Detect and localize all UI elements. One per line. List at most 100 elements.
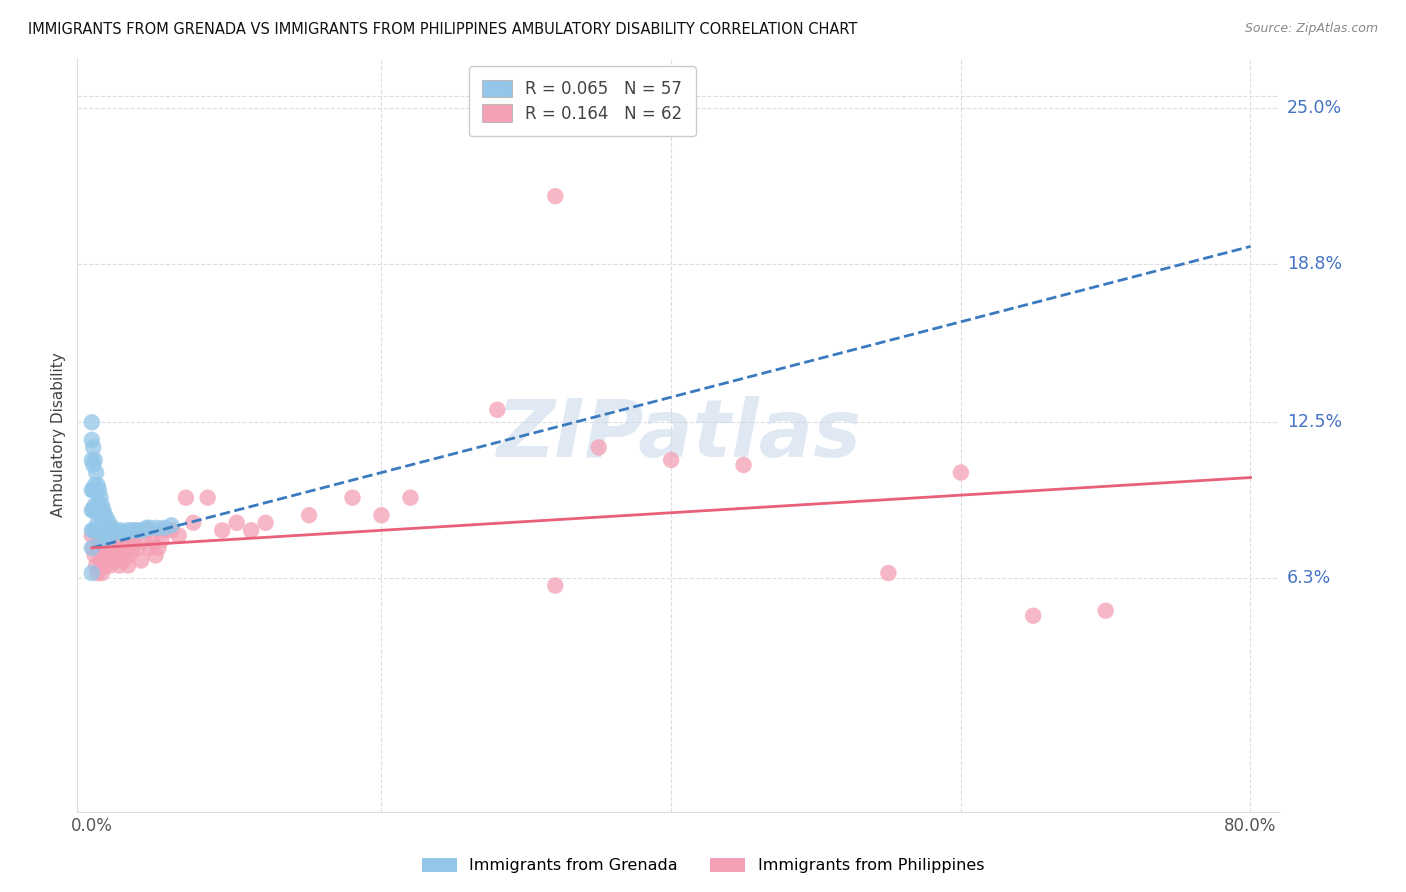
Point xyxy=(96,510,118,524)
Point xyxy=(135,521,157,535)
Point xyxy=(82,503,104,517)
Point xyxy=(89,491,111,505)
Point xyxy=(96,524,118,538)
Point xyxy=(114,549,136,563)
Point xyxy=(94,558,117,573)
Point xyxy=(84,558,107,573)
Point xyxy=(160,518,183,533)
Point xyxy=(80,541,103,555)
Point xyxy=(91,498,114,512)
Point xyxy=(86,498,108,512)
Point xyxy=(107,549,129,563)
Point xyxy=(84,466,107,480)
Point xyxy=(80,566,103,580)
Point xyxy=(93,521,115,535)
Text: ZIPatlas: ZIPatlas xyxy=(496,396,860,474)
Point xyxy=(121,524,143,538)
Point xyxy=(86,566,108,580)
Point xyxy=(181,516,204,530)
Point xyxy=(94,528,117,542)
Point xyxy=(153,524,176,538)
Point xyxy=(131,524,153,538)
Point xyxy=(80,415,103,429)
Point xyxy=(98,528,121,542)
Point xyxy=(83,453,105,467)
Legend: R = 0.065   N = 57, R = 0.164   N = 62: R = 0.065 N = 57, R = 0.164 N = 62 xyxy=(468,66,696,136)
Point xyxy=(254,516,277,530)
Point xyxy=(124,528,146,542)
Point xyxy=(84,483,107,497)
Point xyxy=(97,528,120,542)
Point xyxy=(80,503,103,517)
Point xyxy=(127,541,149,555)
Point xyxy=(96,533,118,548)
Point xyxy=(96,541,118,555)
Point xyxy=(103,524,125,538)
Point xyxy=(197,491,219,505)
Point xyxy=(112,525,135,540)
Point xyxy=(89,553,111,567)
Legend: Immigrants from Grenada, Immigrants from Philippines: Immigrants from Grenada, Immigrants from… xyxy=(415,851,991,880)
Point xyxy=(139,541,162,555)
Text: 25.0%: 25.0% xyxy=(1286,99,1341,117)
Point xyxy=(110,524,132,538)
Point xyxy=(225,516,247,530)
Text: 12.5%: 12.5% xyxy=(1286,413,1341,432)
Point xyxy=(150,533,173,548)
Point xyxy=(98,516,121,530)
Point xyxy=(83,549,105,563)
Point xyxy=(91,533,114,548)
Point xyxy=(298,508,321,523)
Point xyxy=(949,466,972,480)
Point xyxy=(1094,604,1116,618)
Point xyxy=(139,521,162,535)
Point xyxy=(84,524,107,538)
Point xyxy=(659,453,682,467)
Point xyxy=(142,533,165,548)
Point xyxy=(117,524,139,538)
Point xyxy=(91,516,114,530)
Y-axis label: Ambulatory Disability: Ambulatory Disability xyxy=(51,352,66,517)
Point xyxy=(87,503,110,517)
Point xyxy=(89,508,111,523)
Point xyxy=(153,521,176,535)
Point xyxy=(877,566,900,580)
Point xyxy=(103,524,125,538)
Point xyxy=(101,533,124,548)
Point xyxy=(104,524,127,538)
Point xyxy=(588,441,610,455)
Point xyxy=(160,524,183,538)
Point xyxy=(83,478,105,492)
Text: 6.3%: 6.3% xyxy=(1286,569,1331,587)
Point xyxy=(167,528,190,542)
Point xyxy=(145,549,167,563)
Point xyxy=(82,524,104,538)
Point xyxy=(733,458,755,472)
Text: IMMIGRANTS FROM GRENADA VS IMMIGRANTS FROM PHILIPPINES AMBULATORY DISABILITY COR: IMMIGRANTS FROM GRENADA VS IMMIGRANTS FR… xyxy=(28,22,858,37)
Point xyxy=(486,402,509,417)
Point xyxy=(399,491,422,505)
Point xyxy=(211,524,233,538)
Point xyxy=(87,533,110,548)
Point xyxy=(544,579,567,593)
Point xyxy=(80,528,103,542)
Point xyxy=(115,541,138,555)
Point xyxy=(107,525,129,540)
Point xyxy=(148,541,170,555)
Point xyxy=(82,483,104,497)
Point xyxy=(86,478,108,492)
Point xyxy=(127,524,149,538)
Point xyxy=(86,516,108,530)
Point xyxy=(87,483,110,497)
Point xyxy=(104,541,127,555)
Point xyxy=(342,491,364,505)
Point xyxy=(132,533,155,548)
Point xyxy=(370,508,392,523)
Point xyxy=(112,553,135,567)
Point xyxy=(80,483,103,497)
Point xyxy=(82,458,104,472)
Point xyxy=(118,549,141,563)
Point xyxy=(108,558,131,573)
Point xyxy=(98,549,121,563)
Point xyxy=(94,508,117,523)
